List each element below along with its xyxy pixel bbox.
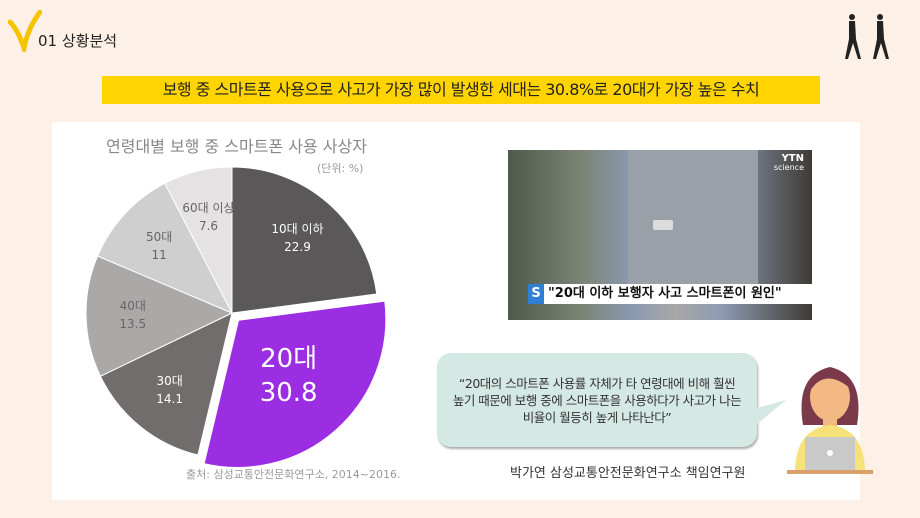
slice-label: 40대 13.5: [119, 297, 146, 333]
researcher-avatar-icon: [787, 367, 873, 474]
slice-category: 20대: [260, 343, 318, 374]
section-title: 01 상황분석: [38, 32, 118, 50]
pie-slice: [231, 166, 378, 314]
slice-value: 13.5: [119, 317, 147, 332]
news-screenshot: YTN science S "20대 이하 보행자 사고 스마트폰이 원인": [508, 150, 812, 320]
check-mark-icon: [8, 10, 42, 52]
caption-text: "20대 이하 보행자 사고 스마트폰이 원인": [548, 286, 782, 301]
headline-banner: 보행 중 스마트폰 사용으로 사고가 가장 많이 발생한 세대는 30.8%로 …: [102, 76, 820, 104]
slice-label: 60대 이상 7.6: [182, 199, 234, 235]
slice-category: 30대: [156, 374, 183, 389]
pie-slice: [85, 255, 234, 377]
slice-category: 40대: [119, 299, 146, 314]
quote-bubble: “20대의 스마트폰 사용률 자체가 타 연령대에 비해 훨씬 높기 때문에 보…: [437, 353, 757, 447]
pie-chart: [85, 166, 390, 471]
pie-slice: [199, 297, 390, 471]
pie-slice: [99, 312, 233, 456]
news-caption: S "20대 이하 보행자 사고 스마트폰이 원인": [528, 284, 812, 304]
chart-source: 출처: 삼성교통안전문화연구소, 2014~2016.: [186, 468, 401, 481]
slice-category: 10대 이하: [271, 222, 324, 237]
slice-label: 20대 30.8: [260, 342, 318, 410]
quote-text: “20대의 스마트폰 사용률 자체가 타 연령대에 비해 훨씬 높기 때문에 보…: [452, 375, 742, 425]
person-figure: [628, 150, 758, 284]
channel-logo: YTN science: [773, 153, 804, 173]
speaker-name: 박가연 삼성교통안전문화연구소 책임연구원: [510, 466, 746, 481]
chart-title: 연령대별 보행 중 스마트폰 사용 사상자: [106, 137, 367, 156]
slice-label: 10대 이하 22.9: [271, 220, 323, 256]
slice-value: 30.8: [259, 377, 318, 408]
slice-label: 30대 14.1: [156, 372, 183, 408]
slice-value: 22.9: [284, 240, 311, 255]
phone-icon: [653, 220, 673, 230]
chart-unit: (단위: %): [317, 162, 364, 175]
bubble-tail: [750, 400, 786, 430]
slice-category: 50대: [145, 229, 173, 244]
slice-value: 14.1: [156, 392, 183, 407]
walking-people-icon: [845, 14, 889, 59]
slice-value: 11: [151, 247, 167, 262]
slice-category: 60대 이상: [182, 200, 235, 215]
slice-value: 7.6: [198, 218, 219, 233]
pie-slice: [164, 166, 233, 314]
pie-slice: [96, 182, 234, 315]
caption-logo: S: [528, 284, 544, 304]
slice-label: 50대 11: [146, 228, 172, 264]
